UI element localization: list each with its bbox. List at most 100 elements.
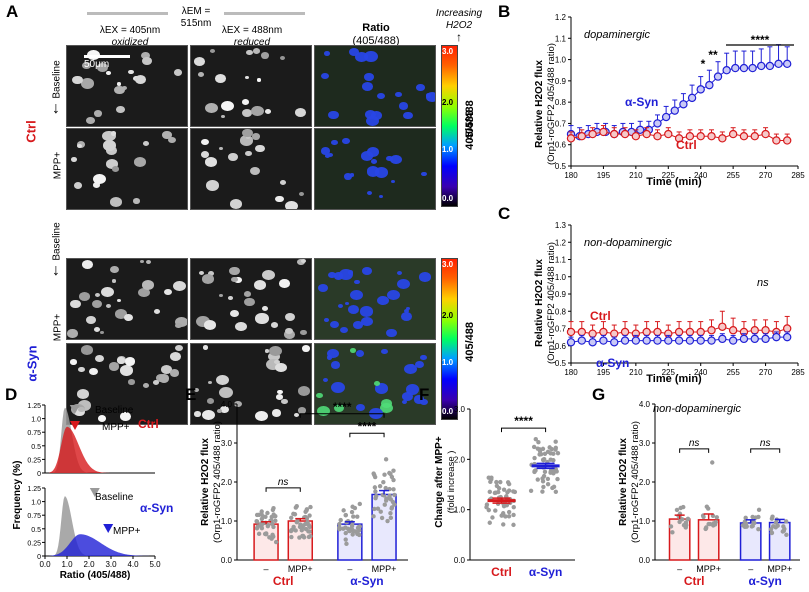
data-point — [577, 336, 587, 345]
panel-d-asyn: α-Syn — [140, 501, 173, 515]
data-point — [343, 512, 349, 518]
data-point — [540, 457, 546, 463]
x-tick-label: 180 — [564, 368, 578, 377]
data-point — [259, 526, 265, 531]
ratio-image — [314, 45, 436, 127]
x-tick-label: 195 — [597, 368, 611, 377]
data-point — [259, 516, 265, 522]
data-point — [295, 518, 300, 523]
x-tick-label: 2.0 — [83, 560, 95, 569]
data-point — [375, 506, 381, 511]
panel-c-xlabel: Time (min) — [646, 373, 702, 385]
data-point — [542, 451, 548, 457]
data-point — [489, 476, 494, 482]
y-tick-label: 0.5 — [31, 444, 41, 451]
x-tick-label: 240 — [694, 171, 708, 180]
panel-d-ctrl: Ctrl — [138, 417, 159, 431]
x-group-label: Ctrl — [273, 574, 294, 588]
fluorescence-image — [190, 258, 312, 340]
sig-bracket — [349, 432, 385, 438]
x-group-label: α-Syn — [350, 574, 383, 588]
data-point — [533, 437, 538, 442]
data-point — [289, 515, 294, 521]
x-tick-label: 240 — [694, 368, 708, 377]
x-tick-label: 180 — [564, 171, 578, 180]
y-tick-label: 1.0 — [555, 273, 567, 282]
data-point — [756, 527, 761, 532]
data-point — [718, 322, 727, 331]
data-point — [685, 516, 691, 522]
data-point — [687, 93, 697, 103]
data-point — [782, 136, 792, 145]
data-point — [484, 502, 490, 507]
data-point — [664, 336, 673, 345]
sig-bracket — [750, 448, 781, 453]
data-point — [506, 488, 512, 493]
y-tick-label: 0.0 — [221, 556, 233, 565]
panel-e-ylabel: Relative H2O2 flux — [200, 438, 211, 526]
x-category-label: MPP+ — [767, 564, 792, 574]
sig-label: **** — [333, 400, 352, 414]
x-tick-label: 210 — [629, 368, 643, 377]
data-point — [547, 445, 552, 450]
y-tick-label: 1.0 — [31, 500, 41, 507]
cb-tick: 0.0 — [442, 407, 454, 416]
data-point — [254, 526, 260, 531]
data-point — [769, 530, 775, 536]
cb-tick: 2.0 — [442, 98, 454, 107]
data-point — [707, 336, 716, 345]
data-point — [739, 131, 749, 141]
panel-d-mpp-ctrl: MPP+ — [102, 422, 130, 433]
data-point — [714, 515, 720, 520]
data-point — [262, 531, 268, 537]
data-point — [357, 501, 363, 507]
y-tick-label: 3.0 — [221, 439, 233, 448]
data-point — [653, 336, 662, 345]
y-tick-label: 1.25 — [27, 486, 41, 493]
data-point — [566, 134, 576, 143]
y-tick-label: 0.25 — [27, 457, 41, 464]
data-point — [555, 450, 561, 456]
data-point — [752, 520, 757, 526]
data-point — [350, 504, 355, 509]
data-point — [373, 493, 379, 499]
y-tick-label: 0.25 — [27, 540, 41, 547]
marker-triangle — [89, 488, 100, 497]
data-point — [772, 136, 781, 145]
data-point — [782, 324, 792, 333]
data-point — [308, 504, 313, 510]
data-point — [392, 502, 397, 507]
data-point — [371, 514, 376, 519]
data-point — [273, 539, 279, 545]
data-point — [553, 445, 558, 451]
data-point — [782, 332, 792, 342]
data-point — [743, 515, 748, 521]
data-point — [537, 448, 543, 454]
data-point — [388, 511, 393, 516]
fluorescence-image — [190, 45, 312, 127]
data-point — [307, 524, 312, 530]
data-point — [545, 482, 551, 487]
data-point — [254, 512, 260, 518]
x-category-label: – — [677, 564, 682, 574]
x-category-label: – — [347, 564, 352, 574]
y-tick-label: 0.6 — [555, 141, 567, 150]
data-point — [540, 489, 545, 494]
data-point — [757, 61, 766, 71]
data-point — [341, 508, 346, 513]
data-point — [696, 85, 705, 94]
x-tick-label: 285 — [791, 368, 805, 377]
panel-g-label: G — [592, 385, 605, 404]
data-point — [337, 521, 342, 527]
data-point — [388, 515, 394, 521]
y-tick-label: 3.0 — [454, 405, 466, 414]
x-tick-label: 195 — [597, 171, 611, 180]
x-tick-label: 1.0 — [61, 560, 73, 569]
data-point — [670, 106, 679, 115]
data-point — [391, 468, 396, 473]
data-point — [750, 334, 759, 344]
data-point — [291, 511, 296, 517]
data-point — [493, 508, 498, 513]
data-point — [750, 514, 755, 520]
y-tick-label: 0.9 — [555, 77, 567, 86]
